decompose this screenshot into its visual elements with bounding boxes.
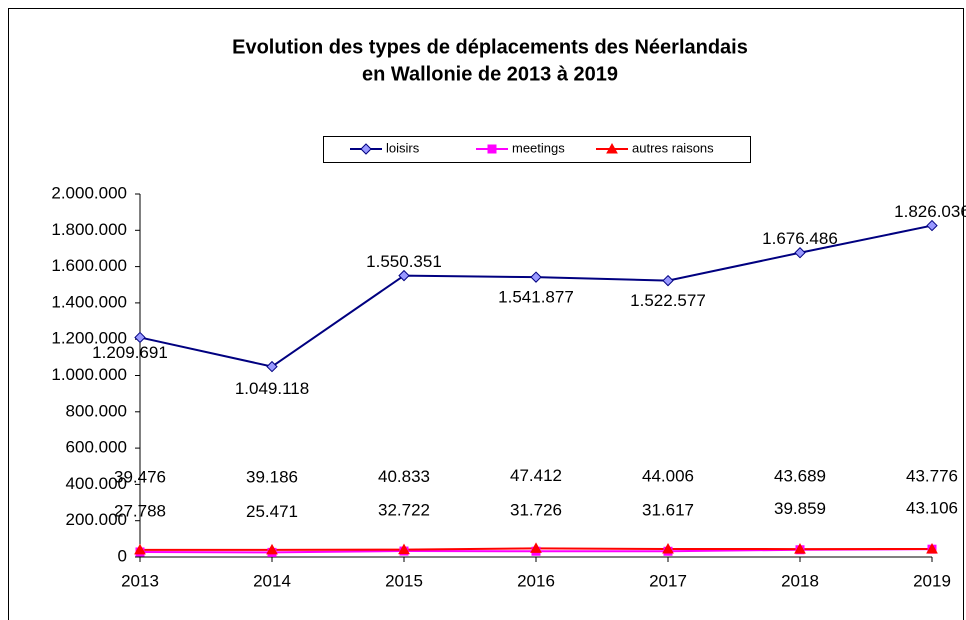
y-tick-label: 1.000.000 — [51, 365, 127, 384]
marker — [926, 543, 938, 554]
data-label: 31.617 — [642, 501, 694, 520]
legend-label: autres raisons — [632, 140, 714, 155]
y-tick-label: 1.200.000 — [51, 329, 127, 348]
legend-marker — [487, 144, 497, 154]
legend-marker — [360, 143, 372, 155]
x-tick-label: 2017 — [649, 571, 687, 590]
chart-subtitle: en Wallonie de 2013 à 2019 — [362, 63, 618, 85]
data-label: 43.776 — [906, 467, 958, 486]
marker — [398, 543, 410, 555]
y-tick-label: 1.800.000 — [51, 220, 127, 239]
y-tick-label: 600.000 — [66, 438, 127, 457]
data-label: 40.833 — [378, 467, 430, 486]
data-label: 43.689 — [774, 467, 826, 486]
data-label: 31.726 — [510, 501, 562, 520]
y-tick-label: 1.600.000 — [51, 256, 127, 275]
data-label: 39.859 — [774, 499, 826, 518]
y-tick-label: 1.400.000 — [51, 292, 127, 311]
data-label: 25.471 — [246, 502, 298, 521]
data-label: 1.209.691 — [92, 343, 168, 362]
data-label: 1.049.118 — [235, 379, 309, 398]
data-label: 43.106 — [906, 499, 958, 518]
data-label: 39.186 — [246, 467, 298, 486]
marker — [794, 247, 806, 259]
data-label: 1.676.486 — [762, 229, 838, 248]
legend-marker — [606, 142, 618, 154]
marker — [662, 274, 674, 287]
x-tick-label: 2015 — [385, 571, 423, 590]
marker — [266, 360, 278, 373]
chart-title: Evolution des types de déplacements des … — [232, 36, 748, 58]
marker — [794, 543, 806, 554]
data-label: 44.006 — [642, 466, 694, 485]
data-label: 1.522.577 — [630, 291, 706, 310]
marker — [398, 269, 410, 282]
marker — [266, 543, 278, 555]
data-label: 32.722 — [378, 501, 430, 520]
data-label: 1.550.351 — [366, 252, 442, 271]
marker — [530, 271, 542, 283]
marker — [662, 542, 674, 554]
x-tick-label: 2018 — [781, 571, 819, 590]
data-label: 39.476 — [114, 467, 166, 486]
y-tick-label: 800.000 — [66, 401, 127, 420]
marker — [134, 331, 146, 344]
marker — [530, 542, 542, 553]
legend-box — [323, 136, 751, 163]
marker — [926, 219, 938, 232]
data-label: 47.412 — [510, 466, 562, 485]
y-tick-label: 0 — [118, 546, 127, 565]
chart-frame — [8, 8, 964, 620]
x-tick-label: 2013 — [121, 571, 159, 590]
x-tick-label: 2014 — [253, 571, 291, 590]
y-tick-label: 2.000.000 — [51, 183, 127, 202]
legend-label: meetings — [512, 140, 565, 155]
x-tick-label: 2016 — [517, 571, 555, 590]
data-label: 27.788 — [114, 501, 166, 520]
data-label: 1.826.036 — [894, 202, 966, 221]
legend-label: loisirs — [386, 140, 420, 155]
x-tick-label: 2019 — [913, 571, 951, 590]
marker — [134, 543, 146, 555]
y-tick-label: 400.000 — [66, 474, 127, 493]
data-label: 1.541.877 — [498, 288, 574, 307]
y-tick-label: 200.000 — [66, 510, 127, 529]
